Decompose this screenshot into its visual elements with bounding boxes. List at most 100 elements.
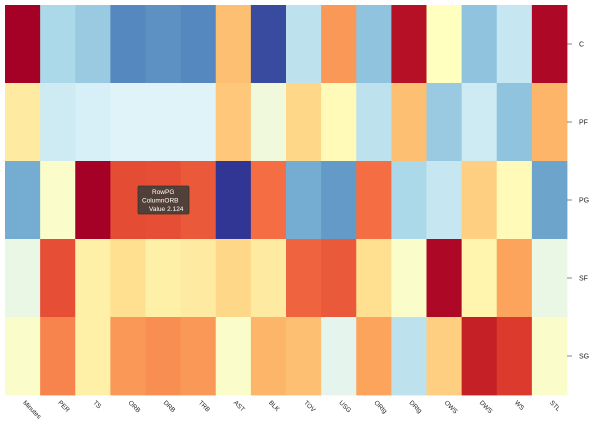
heatmap-cell-pf-ows[interactable] [426, 83, 463, 162]
heatmap-cell-pg-ast[interactable] [215, 161, 252, 240]
hover-tooltip: RowPG ColumnORB Value 2.124 [137, 185, 190, 215]
tooltip-box [137, 185, 190, 215]
heatmap-cell-sf-trb[interactable] [180, 239, 217, 318]
heatmap-cell-sf-drb[interactable] [145, 239, 182, 318]
heatmap-cell-pf-stl[interactable] [531, 83, 568, 162]
heatmap-cell-sg-ast[interactable] [215, 317, 252, 396]
heatmap-cell-pg-usg[interactable] [321, 161, 357, 240]
heatmap-cell-c-usg[interactable] [321, 5, 357, 84]
heatmap-cell-sg-ts[interactable] [75, 317, 111, 396]
heatmap-cell-pf-usg[interactable] [321, 83, 357, 162]
heatmap-cell-c-blk[interactable] [250, 5, 287, 84]
heatmap-cell-sg-blk[interactable] [250, 317, 287, 396]
column-label-ws: WS [513, 399, 526, 412]
heatmap-cell-pg-ws[interactable] [496, 161, 533, 240]
column-label-drtg: DRtg [408, 399, 424, 415]
heatmap-cell-sg-trb[interactable] [180, 317, 217, 396]
heatmap-cell-c-ws[interactable] [496, 5, 533, 84]
heatmap-cell-c-ts[interactable] [75, 5, 111, 84]
heatmap-cell-pf-drb[interactable] [145, 83, 182, 162]
heatmap-cell-c-trb[interactable] [180, 5, 217, 84]
heatmap-cell-pf-ast[interactable] [215, 83, 252, 162]
heatmap-cell-pg-blk[interactable] [250, 161, 287, 240]
heatmap-cell-sf-tov[interactable] [286, 239, 322, 318]
heatmap-cell-pg-ts[interactable] [75, 161, 111, 240]
row-label-pg: PG [579, 198, 589, 205]
heatmap-cell-pf-orb[interactable] [110, 83, 146, 162]
heatmap-cell-sg-stl[interactable] [531, 317, 568, 396]
heatmap-cell-sf-ast[interactable] [215, 239, 252, 318]
heatmap-cell-c-per[interactable] [40, 5, 76, 84]
heatmap-cell-sf-blk[interactable] [250, 239, 287, 318]
heatmap-cell-pf-per[interactable] [40, 83, 76, 162]
row-label-sg: SG [579, 354, 589, 361]
heatmap-cell-sf-drtg[interactable] [391, 239, 427, 318]
heatmap-cell-sf-orb[interactable] [110, 239, 146, 318]
heatmap-cell-c-ortg[interactable] [356, 5, 392, 84]
heatmap-cell-sg-usg[interactable] [321, 317, 357, 396]
heatmap-cell-sg-dws[interactable] [461, 317, 498, 396]
heatmap-cell-pf-trb[interactable] [180, 83, 217, 162]
heatmap-cell-sg-ortg[interactable] [356, 317, 392, 396]
heatmap-cell-sf-ows[interactable] [426, 239, 463, 318]
column-label-trb: TRB [197, 399, 211, 413]
column-label-blk: BLK [267, 399, 281, 413]
heatmap-cell-c-drb[interactable] [145, 5, 182, 84]
heatmap-cell-pg-tov[interactable] [286, 161, 322, 240]
heatmap-cell-sg-drtg[interactable] [391, 317, 427, 396]
heatmap-cell-sf-ws[interactable] [496, 239, 533, 318]
heatmap-cell-pf-minutes[interactable] [5, 83, 41, 162]
heatmap-cell-pf-dws[interactable] [461, 83, 498, 162]
heatmap-cell-c-ast[interactable] [215, 5, 252, 84]
heatmap-cell-pg-stl[interactable] [531, 161, 568, 240]
heatmap-cell-pg-drtg[interactable] [391, 161, 427, 240]
column-label-ts: TS [91, 399, 102, 410]
heatmap-cell-pg-dws[interactable] [461, 161, 498, 240]
column-label-usg: USG [337, 399, 352, 414]
heatmap-cell-c-minutes[interactable] [5, 5, 41, 84]
heatmap-cell-pf-blk[interactable] [250, 83, 287, 162]
tooltip-row-value: PG [165, 189, 174, 196]
heatmap-cell-sg-orb[interactable] [110, 317, 146, 396]
heatmap-cell-pf-tov[interactable] [286, 83, 322, 162]
heatmap-cell-pg-minutes[interactable] [5, 161, 41, 240]
column-label-ows: OWS [443, 399, 459, 415]
heatmap-cell-pg-per[interactable] [40, 161, 76, 240]
heatmap-cells [5, 5, 568, 396]
heatmap-cell-sg-ows[interactable] [426, 317, 463, 396]
heatmap-cell-pf-ws[interactable] [496, 83, 533, 162]
heatmap-cell-sg-minutes[interactable] [5, 317, 41, 396]
heatmap-cell-sf-usg[interactable] [321, 239, 357, 318]
heatmap-cell-c-tov[interactable] [286, 5, 322, 84]
column-label-ast: AST [232, 399, 246, 413]
heatmap-cell-pg-ows[interactable] [426, 161, 463, 240]
heatmap-cell-pf-drtg[interactable] [391, 83, 427, 162]
heatmap-cell-c-orb[interactable] [110, 5, 146, 84]
heatmap-cell-sf-ts[interactable] [75, 239, 111, 318]
heatmap-cell-sf-per[interactable] [40, 239, 76, 318]
heatmap-cell-sf-dws[interactable] [461, 239, 498, 318]
heatmap-cell-c-drtg[interactable] [391, 5, 427, 84]
heatmap-cell-sf-ortg[interactable] [356, 239, 392, 318]
heatmap-cell-sg-ws[interactable] [496, 317, 533, 396]
heatmap-cell-sf-minutes[interactable] [5, 239, 41, 318]
tooltip-row-line: RowPG [152, 189, 174, 196]
heatmap-cell-sf-stl[interactable] [531, 239, 568, 318]
heatmap-cell-sg-tov[interactable] [286, 317, 322, 396]
heatmap-cell-pf-ortg[interactable] [356, 83, 392, 162]
row-label-sf: SF [579, 276, 588, 283]
heatmap-cell-pf-ts[interactable] [75, 83, 111, 162]
heatmap-cell-c-ows[interactable] [426, 5, 463, 84]
tooltip-column-label: Column [142, 198, 165, 205]
heatmap-cell-pg-ortg[interactable] [356, 161, 392, 240]
tooltip-column-value: ORB [164, 198, 178, 205]
heatmap-cell-sg-drb[interactable] [145, 317, 182, 396]
heatmap-cell-sg-per[interactable] [40, 317, 76, 396]
tooltip-row-label: Row [152, 189, 165, 196]
heatmap-cell-c-stl[interactable] [531, 5, 568, 84]
heatmap-cell-c-dws[interactable] [461, 5, 498, 84]
column-label-orb: ORB [127, 399, 142, 414]
tooltip-value-line: Value 2.124 [149, 206, 184, 213]
